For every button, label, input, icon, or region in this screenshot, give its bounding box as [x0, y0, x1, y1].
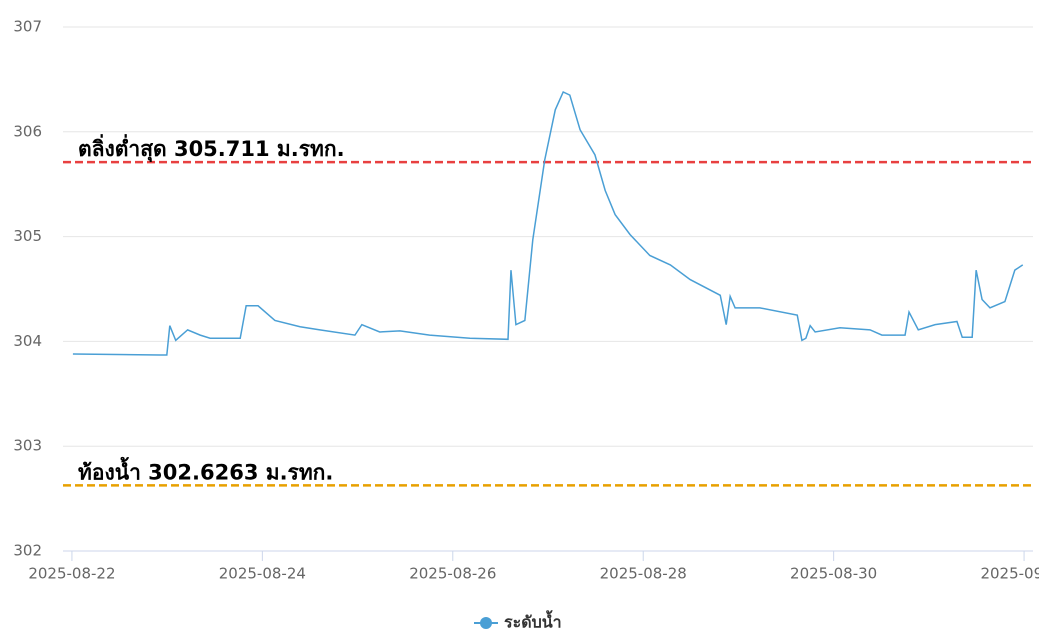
x-tick-label: 2025-08-22 — [28, 565, 115, 583]
y-tick-label: 305 — [13, 227, 42, 245]
y-tick-label: 306 — [13, 122, 42, 140]
legend-marker — [480, 617, 492, 629]
y-tick-label: 304 — [13, 332, 42, 350]
x-tick-label: 2025-08-26 — [409, 565, 496, 583]
x-tick-label: 2025-08-28 — [600, 565, 687, 583]
y-tick-label: 302 — [13, 542, 42, 560]
x-tick-label: 2025-08-24 — [219, 565, 306, 583]
x-tick-label: 2025-09-01 — [980, 565, 1039, 583]
reference-label: ตลิ่งต่ำสุด 305.711 ม.รทก. — [78, 133, 345, 163]
line-series — [72, 90, 1024, 356]
reference-label: ท้องน้ำ 302.6263 ม.รทก. — [78, 456, 333, 484]
y-tick-label: 307 — [13, 18, 42, 36]
x-tick-label: 2025-08-30 — [790, 565, 877, 583]
legend-label: ระดับน้ำ — [504, 610, 562, 632]
y-tick-label: 303 — [13, 437, 42, 455]
